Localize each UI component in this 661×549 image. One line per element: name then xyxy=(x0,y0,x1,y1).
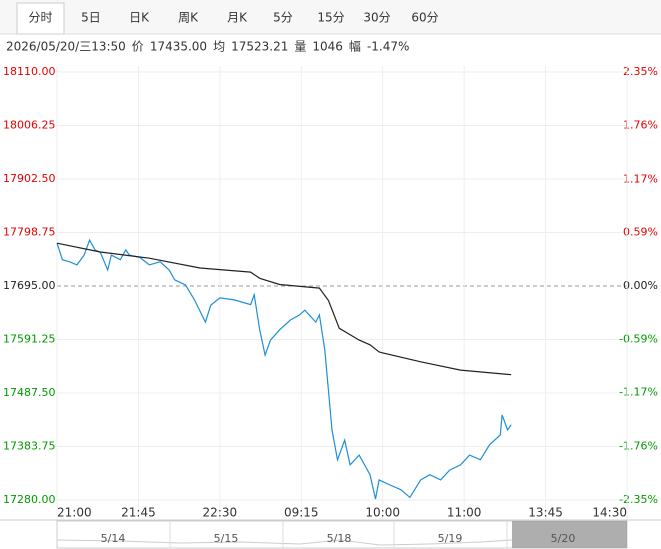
y-tick-label: 17695.00 xyxy=(3,279,56,292)
tab-label[interactable]: 分时 xyxy=(28,11,52,25)
info-label: 均 xyxy=(213,40,225,54)
y-tick-label: 17487.50 xyxy=(3,386,56,399)
y2-tick-label: 1.17% xyxy=(623,172,658,185)
tab-label[interactable]: 月K xyxy=(227,11,248,25)
x-tick-label: 10:00 xyxy=(365,506,400,520)
active-tab[interactable] xyxy=(16,2,65,35)
info-line: 2026/05/20/三13:50 价 17435.00 均 17523.21 量 1046… xyxy=(6,39,409,54)
navigator-sparkline xyxy=(56,539,513,546)
x-tick-label: 13:45 xyxy=(528,506,563,520)
y-tick-label: 17383.75 xyxy=(3,440,56,453)
info-label: 量 xyxy=(294,40,306,54)
navigator-date: 5/18 xyxy=(327,532,352,545)
navigator: 5/14 5/15 5/18 5/19 5/20 xyxy=(56,520,628,549)
x-tick-label: 11:00 xyxy=(447,506,482,520)
y-tick-label: 18110.00 xyxy=(3,65,56,78)
info-date: 2026/05/20/三13:50 xyxy=(6,40,126,54)
tab-label[interactable]: 30分 xyxy=(363,11,390,25)
y-tick-label: 18006.25 xyxy=(3,119,56,132)
info-label: 幅 xyxy=(349,39,361,54)
y2-tick-label: 0.59% xyxy=(623,225,658,238)
y2-tick-label: -0.59% xyxy=(619,333,658,346)
x-tick-label: 09:15 xyxy=(284,506,319,520)
navigator-selection[interactable] xyxy=(512,521,627,548)
y-tick-label: 17798.75 xyxy=(3,226,56,239)
navigator-date: 5/14 xyxy=(101,532,126,545)
info-value: 17435.00 xyxy=(150,40,207,54)
plot: 18110.00 18006.25 17902.50 17798.75 17695.00… xyxy=(0,65,661,521)
y-tick-label: 17902.50 xyxy=(3,172,56,185)
y2-tick-label: 2.35% xyxy=(623,65,658,78)
y2-tick-label: -1.17% xyxy=(619,386,658,399)
info-label: 价 xyxy=(132,40,144,54)
y-tick-label: 17280.00 xyxy=(3,493,56,506)
tab-label[interactable]: 15分 xyxy=(317,11,344,25)
tabs: 分时 5日 日K 周K 月K 5分 15分 30分 60分 xyxy=(16,2,439,35)
x-tick-label: 21:00 xyxy=(57,506,92,520)
tab-label[interactable]: 60分 xyxy=(411,11,438,25)
tab-label[interactable]: 周K xyxy=(178,11,199,25)
price-line xyxy=(56,238,512,500)
info-value: 1046 xyxy=(312,40,343,54)
navigator-date: 5/15 xyxy=(214,532,239,545)
x-tick-label: 22:30 xyxy=(203,506,238,520)
info-value: 17523.21 xyxy=(231,40,288,54)
tab-label[interactable]: 5分 xyxy=(273,11,293,25)
y2-tick-label: -1.76% xyxy=(619,439,658,452)
x-tick-label: 14:30 xyxy=(592,506,627,520)
y-tick-label: 17591.25 xyxy=(3,333,56,346)
y2-tick-label: -2.35% xyxy=(619,493,658,506)
y2-tick-label: 1.76% xyxy=(623,119,658,132)
navigator-date: 5/20 xyxy=(551,532,576,545)
tab-bar xyxy=(0,0,661,34)
x-tick-label: 21:45 xyxy=(121,506,156,520)
info-value: -1.47% xyxy=(367,40,409,54)
average-line xyxy=(56,242,512,376)
y2-tick-label: 0.00% xyxy=(623,279,658,292)
tab-label[interactable]: 日K xyxy=(129,11,150,25)
navigator-date: 5/19 xyxy=(438,532,463,545)
tab-label[interactable]: 5日 xyxy=(81,11,101,25)
